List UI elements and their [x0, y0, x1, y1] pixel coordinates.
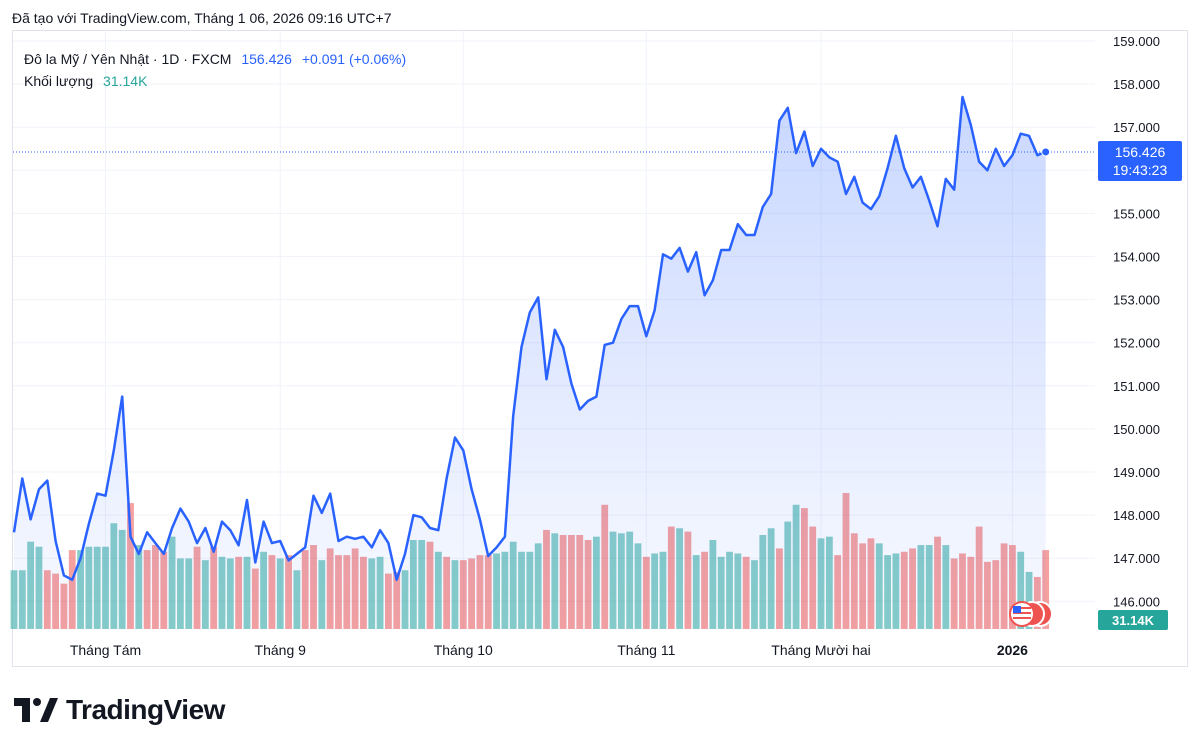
tradingview-wordmark: TradingView: [66, 694, 225, 725]
y-tick-label: 147.000: [1113, 551, 1160, 566]
x-tick-label: Tháng Mười hai: [771, 642, 870, 658]
chart-caption: Đã tạo với TradingView.com, Tháng 1 06, …: [12, 10, 392, 26]
price-tag-value: 156.426: [1114, 144, 1166, 160]
last-price: 156.426: [241, 51, 292, 67]
x-tick-label: 2026: [997, 642, 1028, 658]
x-tick-label: Tháng 9: [255, 642, 307, 658]
countdown-timer: 19:43:23: [1112, 162, 1168, 178]
x-tick-label: Tháng 10: [434, 642, 493, 658]
y-tick-label: 158.000: [1113, 77, 1160, 92]
y-tick-label: 159.000: [1113, 34, 1160, 49]
volume-tag: 31.14K: [1098, 610, 1168, 630]
price-line: [12, 95, 1047, 582]
price-area: [12, 95, 1095, 629]
tradingview-logo[interactable]: TradingView: [14, 694, 225, 726]
y-axis: 159.000158.000157.000156.000155.000154.0…: [1113, 34, 1160, 609]
current-price-tag: 156.426 19:43:23: [1098, 141, 1182, 181]
chart-frame[interactable]: [12, 30, 1188, 667]
x-tick-label: Tháng Tám: [70, 642, 141, 658]
y-tick-label: 151.000: [1113, 379, 1160, 394]
price-area-fill: [14, 97, 1046, 629]
x-axis: Tháng Tám Tháng 9 Tháng 10 Tháng 11 Tháng Mư…: [70, 642, 1028, 658]
us-flag-icon[interactable]: [1004, 599, 1054, 629]
y-tick-label: 153.000: [1113, 293, 1160, 308]
y-tick-label: 146.000: [1113, 594, 1160, 609]
chart-legend: Đô la Mỹ / Yên Nhật · 1D · FXCM 156.426 …: [24, 48, 406, 92]
y-tick-label: 155.000: [1113, 206, 1160, 221]
symbol-title[interactable]: Đô la Mỹ / Yên Nhật · 1D · FXCM: [24, 51, 232, 67]
volume-label[interactable]: Khối lượng: [24, 73, 94, 89]
tradingview-logo-icon: [14, 698, 58, 722]
volume-value: 31.14K: [103, 73, 148, 89]
y-tick-label: 148.000: [1113, 508, 1160, 523]
last-price-dot: [1041, 147, 1051, 157]
y-tick-label: 150.000: [1113, 422, 1160, 437]
x-tick-label: Tháng 11: [617, 642, 675, 658]
y-tick-label: 152.000: [1113, 336, 1160, 351]
y-tick-label: 157.000: [1113, 120, 1160, 135]
price-change: +0.091 (+0.06%): [301, 51, 407, 67]
y-tick-label: 149.000: [1113, 465, 1160, 480]
y-tick-label: 154.000: [1113, 250, 1160, 265]
